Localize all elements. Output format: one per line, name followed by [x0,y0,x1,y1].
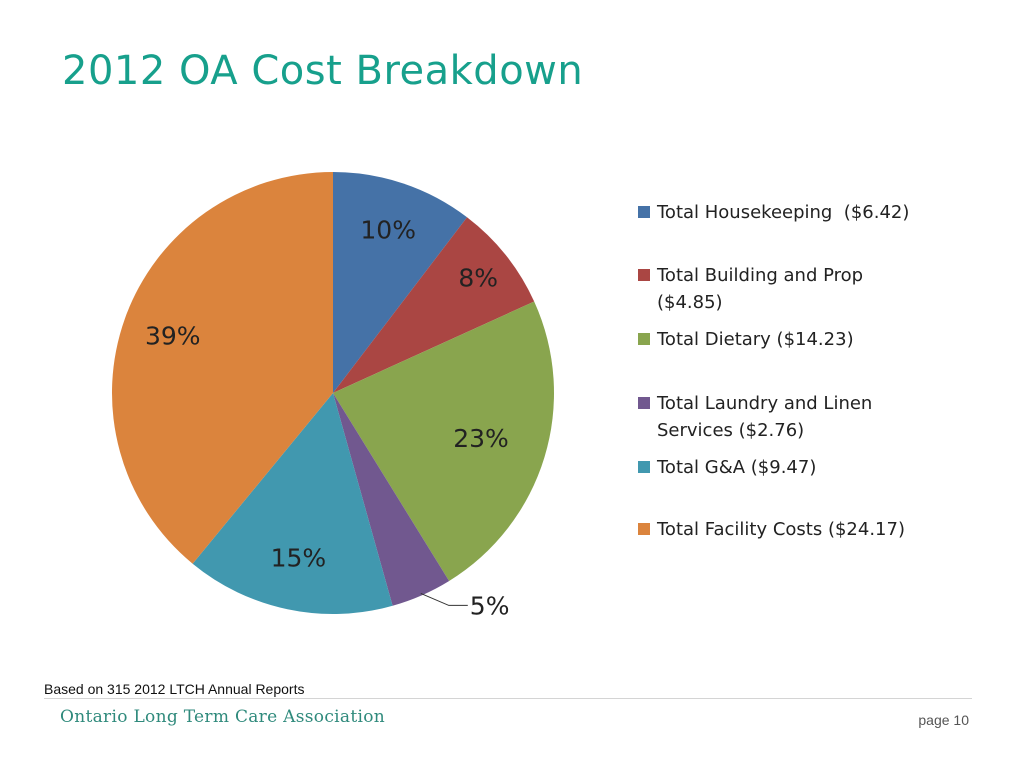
pie-slice-label-0: 10% [360,216,416,245]
source-note: Based on 315 2012 LTCH Annual Reports [44,681,305,697]
legend-item-1: Total Building and Prop ($4.85) [638,262,958,316]
pie-slice-2 [333,301,554,582]
legend-item-5: Total Facility Costs ($24.17) [638,516,958,543]
legend-label-3: Total Laundry and Linen Services ($2.76) [657,390,958,444]
pie-slice-label-4: 15% [271,543,327,572]
legend-label-1: Total Building and Prop ($4.85) [657,262,958,316]
legend-label-line: ($4.85) [657,292,723,313]
legend-label-5: Total Facility Costs ($24.17) [657,516,958,543]
legend-swatch-2 [638,333,650,345]
legend-label-line: Total Facility Costs ($24.17) [657,519,905,540]
pie-slice-label-5: 39% [145,322,201,351]
legend-item-4: Total G&A ($9.47) [638,454,958,481]
pie-slice-3 [333,393,450,606]
slide-title: 2012 OA Cost Breakdown [62,48,584,94]
pie-leader-line-3 [420,592,468,606]
pie-slice-4 [192,393,393,614]
legend-label-line: Total Housekeeping ($6.42) [657,202,910,223]
legend-label-0: Total Housekeeping ($6.42) [657,199,958,226]
pie-slice-label-3: 5% [470,591,510,620]
pie-slice-label-1: 8% [458,263,498,292]
legend-item-0: Total Housekeeping ($6.42) [638,199,958,226]
legend-swatch-4 [638,461,650,473]
legend-label-2: Total Dietary ($14.23) [657,326,958,353]
organization-name: Ontario Long Term Care Association [60,707,385,727]
footer-divider [44,698,972,699]
pie-slice-1 [333,217,535,393]
legend-label-line: Total Dietary ($14.23) [657,329,854,350]
pie-slice-0 [333,172,468,393]
legend-label-line: Total G&A ($9.47) [657,457,817,478]
page-number: page 10 [918,712,969,728]
legend-swatch-5 [638,523,650,535]
legend-item-2: Total Dietary ($14.23) [638,326,958,353]
legend-label-line: Total Building and Prop [657,265,864,286]
legend-swatch-1 [638,269,650,281]
legend-label-4: Total G&A ($9.47) [657,454,958,481]
pie-slice-5 [111,172,333,564]
legend-item-3: Total Laundry and Linen Services ($2.76) [638,390,958,444]
pie-slice-label-2: 23% [453,424,509,453]
legend-label-line: Total Laundry and Linen [657,393,873,414]
legend-label-line: Services ($2.76) [657,420,805,441]
legend-swatch-0 [638,206,650,218]
legend-swatch-3 [638,397,650,409]
